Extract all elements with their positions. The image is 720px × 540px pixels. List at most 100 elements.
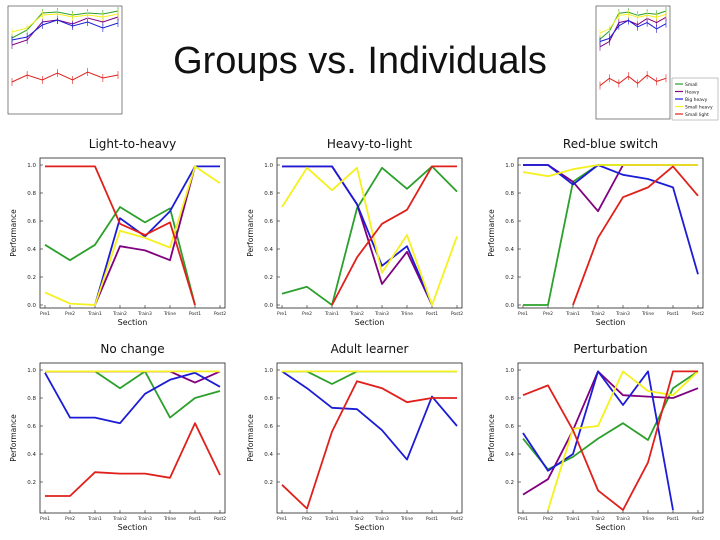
y-tick-label: 0.0	[27, 303, 36, 309]
chart-perturbation: Perturbation 0.2 0.4 0.6 0.8 1.0 Pre1 Pre2 Train…	[487, 342, 704, 532]
x-tick-label: Train1	[565, 311, 580, 317]
thumb-legend-label: Heavy	[685, 90, 700, 96]
y-tick-label: 0.2	[27, 480, 36, 486]
y-tick-label: 1.0	[27, 163, 36, 169]
x-tick-label: Trline	[641, 311, 654, 317]
x-tick-label: Train1	[87, 311, 102, 317]
x-tick-label: Train1	[87, 516, 102, 522]
x-tick-label: Post2	[451, 311, 463, 317]
chart-title: Perturbation	[573, 342, 647, 356]
y-tick-label: 1.0	[505, 368, 514, 374]
y-tick-label: 0.4	[264, 247, 273, 253]
x-tick-label: Trline	[400, 516, 413, 522]
y-axis-label: Performance	[9, 414, 18, 462]
x-tick-label: Trline	[163, 516, 176, 522]
chart-title: Red-blue switch	[563, 137, 658, 151]
chart-title: No change	[100, 342, 164, 356]
thumb-legend-label: Big heavy	[685, 97, 708, 103]
thumb-line-2	[599, 19, 667, 42]
x-tick-label: Pre2	[302, 311, 312, 317]
y-tick-label: 0.2	[505, 275, 514, 281]
thumb-line-0	[11, 10, 119, 39]
x-tick-label: Train3	[137, 311, 152, 317]
y-tick-label: 0.4	[27, 452, 36, 458]
x-tick-label: Train3	[615, 516, 630, 522]
x-tick-label: Pre1	[40, 516, 50, 522]
thumb-line-4	[599, 74, 667, 86]
y-tick-label: 1.0	[505, 163, 514, 169]
y-axis-label: Performance	[487, 209, 496, 257]
x-tick-label: Pre2	[543, 516, 553, 522]
series-line-1	[94, 166, 196, 306]
x-tick-label: Train2	[590, 516, 605, 522]
x-tick-label: Train1	[324, 311, 339, 317]
chart-title: Adult learner	[331, 342, 409, 356]
y-tick-label: 0.6	[27, 424, 36, 430]
y-tick-label: 1.0	[264, 368, 273, 374]
thumb-legend-label: Small light	[685, 112, 709, 118]
x-tick-label: Post2	[214, 311, 226, 317]
y-tick-label: 0.8	[505, 191, 514, 197]
series-line-3	[281, 380, 457, 510]
x-tick-label: Train2	[590, 311, 605, 317]
chart-red-blue-switch: Red-blue switch 0.0 0.2 0.4 0.6 0.8 1.0 Pre1 Pre…	[487, 137, 704, 327]
y-axis-label: Performance	[9, 209, 18, 257]
x-tick-label: Post1	[189, 311, 201, 317]
x-tick-label: Trline	[641, 516, 654, 522]
x-tick-label: Train2	[349, 311, 364, 317]
thumb-line-2	[11, 19, 119, 41]
x-tick-label: Pre1	[277, 516, 287, 522]
thumb-line-0	[599, 10, 667, 40]
y-tick-label: 0.6	[505, 219, 514, 225]
plot-frame	[39, 157, 226, 309]
series-line-3	[522, 164, 698, 178]
x-tick-label: Post1	[667, 516, 679, 522]
series-line-4	[45, 165, 196, 306]
series-line-4	[572, 165, 699, 306]
series-line-0	[281, 165, 458, 306]
y-tick-label: 0.4	[27, 247, 36, 253]
x-tick-label: Train3	[374, 311, 389, 317]
x-tick-label: Post1	[426, 311, 438, 317]
chart-adult-learner: Adult learner 0.2 0.4 0.6 0.8 1.0 Pre1 Pre2 Trai…	[246, 342, 463, 532]
x-tick-label: Post1	[667, 311, 679, 317]
y-tick-label: 0.8	[27, 191, 36, 197]
x-axis-label: Section	[355, 523, 385, 532]
y-tick-label: 0.4	[264, 452, 273, 458]
thumb-frame	[595, 5, 671, 120]
x-axis-label: Section	[118, 523, 148, 532]
chart-no-change: No change 0.2 0.4 0.6 0.8 1.0 Pre1 Pre2 Train1 Tr…	[9, 342, 226, 532]
x-tick-label: Train3	[615, 311, 630, 317]
x-tick-label: Post2	[692, 311, 704, 317]
y-tick-label: 0.0	[264, 303, 273, 309]
plot-frame	[39, 362, 226, 514]
x-axis-label: Section	[596, 523, 626, 532]
chart-title: Light-to-heavy	[89, 137, 176, 151]
x-tick-label: Train2	[112, 516, 127, 522]
plot-frame	[517, 157, 704, 309]
x-tick-label: Train1	[565, 516, 580, 522]
y-axis-label: Performance	[487, 414, 496, 462]
x-tick-label: Pre1	[518, 311, 528, 317]
y-tick-label: 0.8	[264, 396, 273, 402]
y-tick-label: 0.6	[264, 219, 273, 225]
y-tick-label: 0.4	[505, 452, 514, 458]
series-line-0	[44, 206, 196, 306]
x-tick-label: Pre1	[277, 311, 287, 317]
x-tick-label: Trline	[400, 311, 413, 317]
series-line-2	[523, 164, 699, 275]
y-tick-label: 0.2	[264, 480, 273, 486]
x-tick-label: Trline	[163, 311, 176, 317]
chart-title: Heavy-to-light	[327, 137, 413, 151]
y-tick-label: 0.6	[27, 219, 36, 225]
thumb-legend-label: Small heavy	[685, 105, 713, 111]
thumbnail-chart-left	[7, 5, 123, 115]
thumb-line-1	[599, 16, 667, 48]
y-tick-label: 1.0	[27, 368, 36, 374]
series-line-4	[331, 165, 457, 306]
x-tick-label: Train3	[137, 516, 152, 522]
x-tick-label: Train1	[324, 516, 339, 522]
series-line-2	[282, 165, 433, 306]
x-tick-label: Pre2	[302, 516, 312, 522]
